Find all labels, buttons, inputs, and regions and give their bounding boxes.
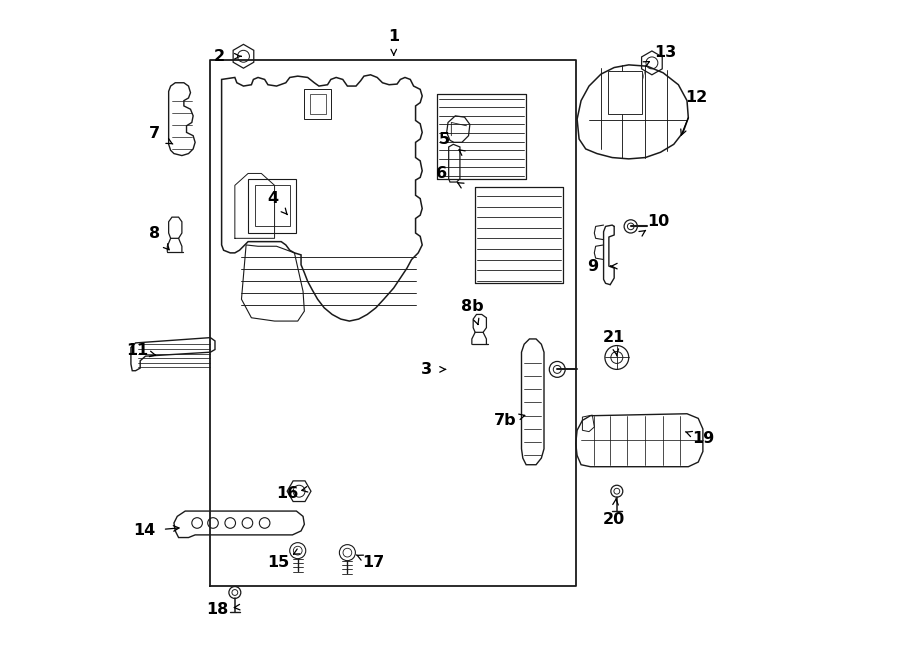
- Text: 4: 4: [267, 191, 279, 206]
- Text: 13: 13: [654, 46, 676, 60]
- Text: 1: 1: [388, 29, 400, 44]
- Text: 10: 10: [647, 214, 670, 229]
- Text: 20: 20: [603, 512, 625, 527]
- Text: 16: 16: [276, 486, 299, 500]
- Text: 15: 15: [266, 555, 289, 570]
- Text: 12: 12: [685, 91, 707, 105]
- Text: 14: 14: [133, 524, 156, 538]
- Text: 8: 8: [148, 226, 159, 240]
- Text: 17: 17: [362, 555, 384, 570]
- Text: 8b: 8b: [461, 299, 483, 314]
- Text: 19: 19: [692, 431, 714, 446]
- Text: 5: 5: [439, 132, 450, 146]
- Text: 7: 7: [148, 126, 159, 141]
- Text: 21: 21: [603, 330, 625, 345]
- Polygon shape: [608, 71, 642, 114]
- Text: 3: 3: [421, 362, 432, 377]
- Text: 18: 18: [206, 602, 228, 616]
- Text: 2: 2: [214, 49, 225, 64]
- Text: 6: 6: [436, 166, 447, 181]
- Text: 7b: 7b: [494, 413, 517, 428]
- Text: 9: 9: [587, 259, 598, 273]
- Text: 11: 11: [126, 344, 148, 358]
